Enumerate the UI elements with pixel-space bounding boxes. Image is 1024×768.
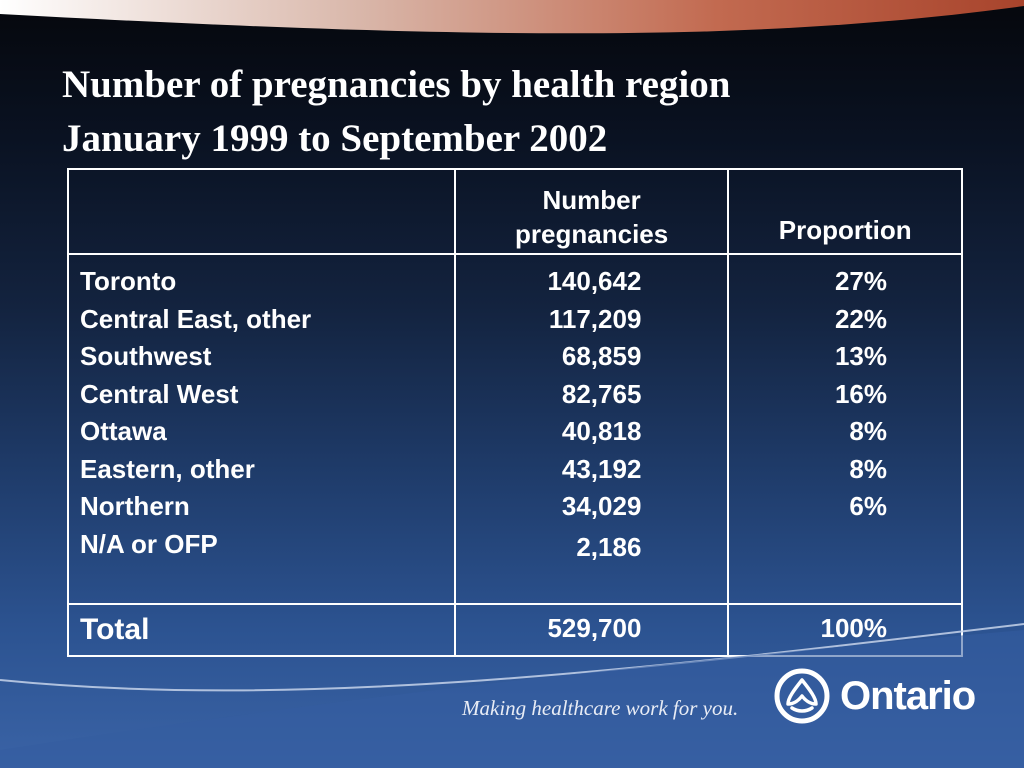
number-cell: 140,642 xyxy=(547,266,642,296)
header-number: Number pregnancies xyxy=(453,168,730,255)
proportion-cell: 8% xyxy=(849,416,887,446)
ontario-logo: Ontario xyxy=(774,668,994,728)
number-cell: 117,209 xyxy=(548,303,642,334)
number-cell: 68,859 xyxy=(561,341,642,371)
number-cell: 43,192 xyxy=(561,453,642,484)
proportion-cell: 8% xyxy=(849,453,887,484)
region-cell: Central West xyxy=(80,378,239,409)
region-cell: Northern xyxy=(80,491,190,521)
proportion-cell: 22% xyxy=(834,303,887,334)
table-header-row: Number pregnancies Proportion xyxy=(67,168,963,255)
top-decorative-band xyxy=(0,0,1024,34)
footer-tagline: Making healthcare work for you. xyxy=(462,696,739,720)
region-cell: Eastern, other xyxy=(80,453,255,484)
number-cell: 2,186 xyxy=(576,531,642,562)
proportion-column: 27% 22% 13% 16% 8% 8% 6% xyxy=(727,253,963,605)
number-cell: 82,765 xyxy=(561,378,642,409)
trillium-icon xyxy=(774,668,830,724)
proportion-cell: 6% xyxy=(849,491,887,521)
region-cell: Southwest xyxy=(80,341,212,371)
number-cell: 34,029 xyxy=(561,491,642,521)
table-total-row: Total 529,700 100% xyxy=(67,603,963,657)
title-line-2: January 1999 to September 2002 xyxy=(62,117,608,160)
proportion-cell: 27% xyxy=(834,266,887,296)
region-cell: Ottawa xyxy=(80,416,167,446)
number-column: 140,642 117,209 68,859 82,765 40,818 43,… xyxy=(453,253,730,605)
region-cell: Central East, other xyxy=(80,303,312,334)
region-column: Toronto Central East, other Southwest Ce… xyxy=(67,253,456,605)
total-label: Total xyxy=(67,603,456,657)
header-proportion: Proportion xyxy=(727,168,963,255)
region-cell: Toronto xyxy=(80,266,177,296)
title-line-1: Number of pregnancies by health region xyxy=(62,63,731,106)
ontario-logo-text: Ontario xyxy=(840,674,976,718)
region-cell: N/A or OFP xyxy=(80,528,218,559)
header-region xyxy=(67,168,456,255)
header-number-line-2: pregnancies xyxy=(515,219,669,249)
total-number: 529,700 xyxy=(453,603,730,657)
slide-title: Number of pregnancies by health region J… xyxy=(62,58,962,166)
proportion-cell: 16% xyxy=(834,378,887,409)
proportion-cell: 13% xyxy=(834,341,887,371)
number-cell: 40,818 xyxy=(561,416,642,446)
bottom-decorative-curves xyxy=(0,623,1024,768)
table-body-row: Toronto Central East, other Southwest Ce… xyxy=(67,253,963,605)
pregnancy-table: Number pregnancies Proportion Toronto Ce… xyxy=(67,168,963,657)
header-number-line-1: Number xyxy=(542,185,641,215)
